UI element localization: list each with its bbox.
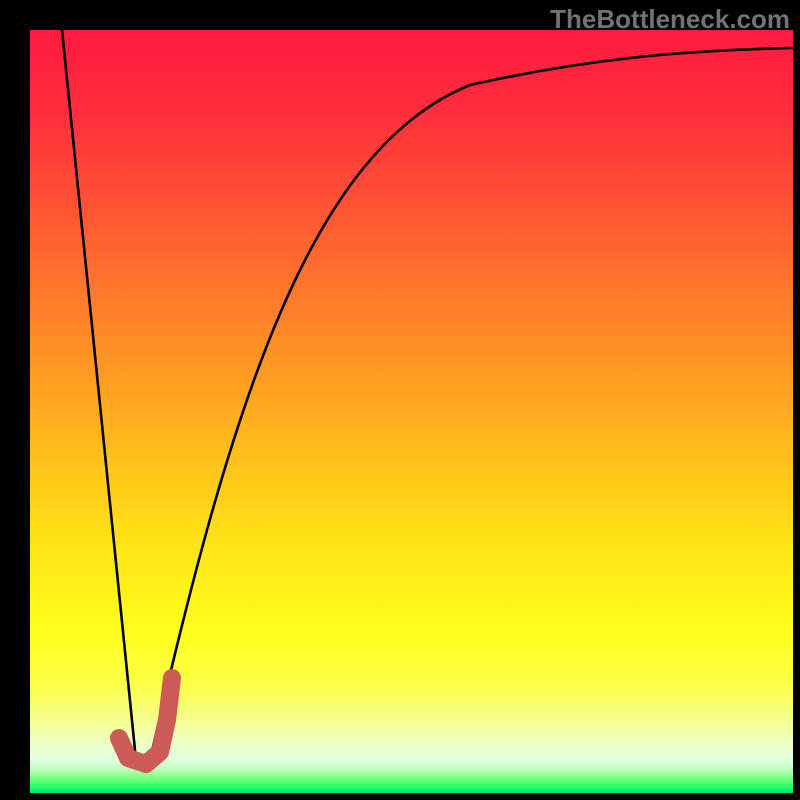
ascent-curve xyxy=(150,48,793,760)
bottleneck-curve xyxy=(0,0,800,800)
j-shape-marker xyxy=(119,678,172,764)
watermark-text: TheBottleneck.com xyxy=(550,4,790,35)
chart-canvas: TheBottleneck.com xyxy=(0,0,800,800)
descent-line xyxy=(62,30,136,760)
